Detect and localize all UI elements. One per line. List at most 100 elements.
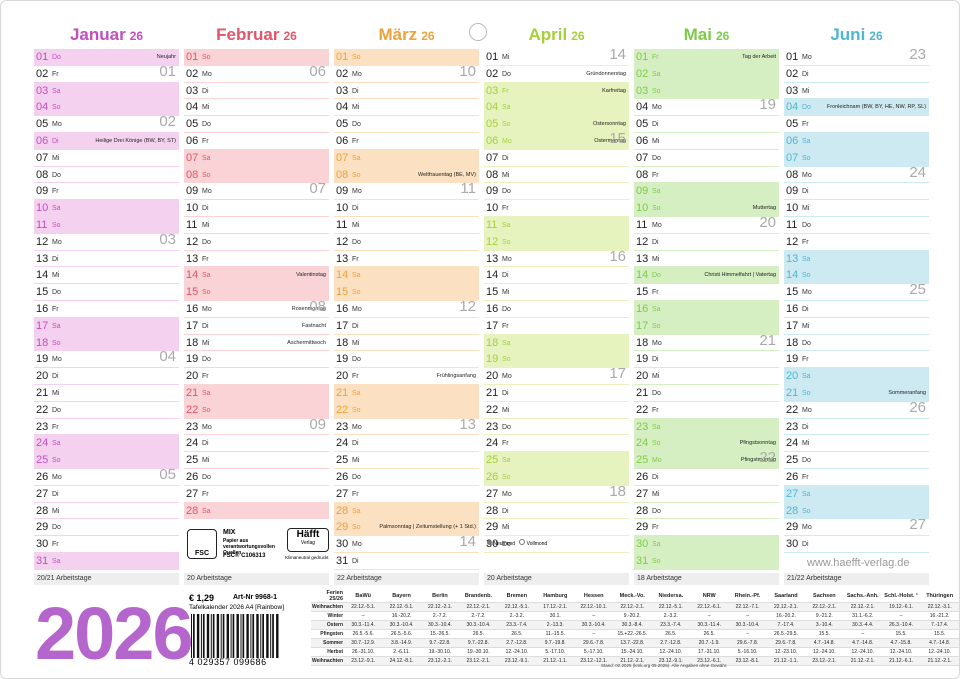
weekday: Mi — [202, 222, 210, 229]
day-number: 09 — [186, 185, 199, 198]
weekday: Fr — [202, 255, 209, 263]
day-row: 01 Mo 23 — [784, 46, 929, 66]
cell: 9.7.-22.8. — [420, 638, 460, 648]
cell: 12.-24.10. — [843, 647, 882, 657]
weekday: Mo — [802, 524, 812, 532]
weekday: Mo — [352, 306, 362, 313]
cell: 30.3.-10.4. — [420, 620, 460, 630]
day-number: 24 — [336, 437, 349, 450]
weekday: Sa — [502, 457, 511, 465]
day-number: 14 — [786, 269, 799, 282]
day-row: 02 Di — [784, 66, 929, 83]
weekday: So — [802, 507, 811, 515]
weekday: So — [802, 390, 811, 397]
day-number: 11 — [636, 219, 648, 231]
full-moon-label: Vollmond — [526, 541, 548, 547]
day-row: 27 Fr — [184, 486, 329, 503]
day-row: 09 Sa — [634, 183, 779, 201]
day-number: 03 — [336, 84, 349, 97]
weekday: Mo — [652, 339, 662, 347]
day-row: 19 Do — [334, 351, 479, 369]
day-number: 08 — [486, 168, 499, 181]
day-row: 06 Fr — [184, 133, 329, 150]
day-row: 31 Sa — [34, 553, 179, 570]
weekday: Fr — [52, 306, 59, 313]
day-row: 16 Mo 12 — [334, 298, 479, 318]
bar — [272, 614, 274, 658]
day-row: 07 Di — [484, 150, 629, 167]
day-number: 29 — [636, 521, 649, 534]
day-number: 31 — [336, 555, 349, 567]
day-row: 13 Mi — [634, 251, 779, 268]
day-row: 20 Mi — [634, 368, 779, 385]
day-number: 28 — [636, 504, 649, 517]
day-note: Gründonnerstag — [586, 70, 626, 77]
week-number: 03 — [159, 230, 176, 248]
week-number: 11 — [460, 180, 476, 198]
cell: 22.12.-2.1. — [766, 602, 806, 612]
day-row: 19 Fr — [784, 351, 929, 369]
state: Brandenb. — [459, 590, 498, 603]
week-number: 14 — [459, 533, 476, 551]
day-number: 26 — [186, 471, 199, 483]
holiday-row: Sommer 30.7.-12.9. 3.8.-14.9. 9.7.-22.8. 9.7… — [311, 638, 959, 648]
day-row: 21 Sa — [184, 385, 329, 402]
weekday: Di — [502, 390, 509, 397]
weekday: Mi — [652, 373, 660, 381]
weekday: Mo — [652, 104, 662, 112]
cell: 30.3.-11.4. — [344, 620, 383, 630]
weekday: Di — [352, 205, 359, 213]
day-number: 21 — [786, 387, 799, 399]
weekday: Fr — [502, 322, 509, 330]
day-number: 24 — [486, 437, 499, 450]
day-number: 27 — [336, 487, 349, 500]
bar — [226, 614, 229, 658]
state: Rhein.-Pf. — [728, 590, 767, 603]
day-row: 08 Mo 24 — [784, 164, 929, 184]
cell: 22.12.-5.1. — [651, 602, 691, 612]
fsc-mix: MIX — [223, 529, 236, 536]
day-row: 11 Mi — [184, 217, 329, 234]
day-number: 01 — [486, 51, 499, 63]
day-number: 25 — [186, 454, 199, 467]
day-note: Weltfrauentag (BE, MV) — [418, 171, 476, 178]
bar — [260, 614, 262, 658]
weekday: Sa — [502, 104, 511, 112]
day-row: 01 So — [184, 49, 329, 66]
bar — [220, 614, 222, 658]
day-number: 12 — [486, 235, 499, 248]
day-number: 08 — [336, 168, 349, 181]
weekday: Fr — [202, 138, 209, 145]
day-number: 06 — [336, 135, 349, 147]
weekday: Do — [802, 104, 811, 112]
weekday: So — [352, 524, 361, 532]
day-number: 27 — [36, 487, 49, 500]
cell: 23.12.-8.1. — [728, 656, 767, 666]
moon-legend: Neumond Vollmond — [487, 539, 547, 547]
day-row: 15 Fr — [634, 284, 779, 301]
week-number: 12 — [459, 298, 476, 315]
weekday: Di — [802, 70, 809, 78]
bar — [210, 614, 212, 658]
day-number: 04 — [186, 101, 199, 114]
day-number: 30 — [786, 538, 799, 551]
day-number: 12 — [636, 235, 649, 248]
cell: 21.12.-2.1. — [612, 656, 652, 666]
weekday: Do — [652, 272, 661, 280]
day-number: 11 — [486, 219, 498, 231]
weekday: Fr — [202, 490, 209, 498]
weekday: Mo — [502, 490, 512, 498]
day-row: 25 Mi — [334, 452, 479, 469]
day-number: 09 — [486, 185, 499, 198]
week-number: 18 — [609, 482, 626, 500]
cell: 23.12.-2.1. — [805, 656, 844, 666]
row-label: Weihnachten — [311, 602, 345, 612]
workdays: 21/22 Arbeitstage — [784, 573, 929, 585]
cell: 22.12.-2.1. — [459, 602, 498, 612]
day-row: 29 So Palmsonntag | Zeitumstellung (+ 1 St… — [334, 519, 479, 537]
weekday: Di — [802, 188, 809, 196]
day-number: 26 — [786, 471, 799, 483]
day-row: 13 Sa — [784, 250, 929, 268]
day-number: 02 — [36, 67, 49, 80]
weekday: Di — [352, 440, 359, 448]
